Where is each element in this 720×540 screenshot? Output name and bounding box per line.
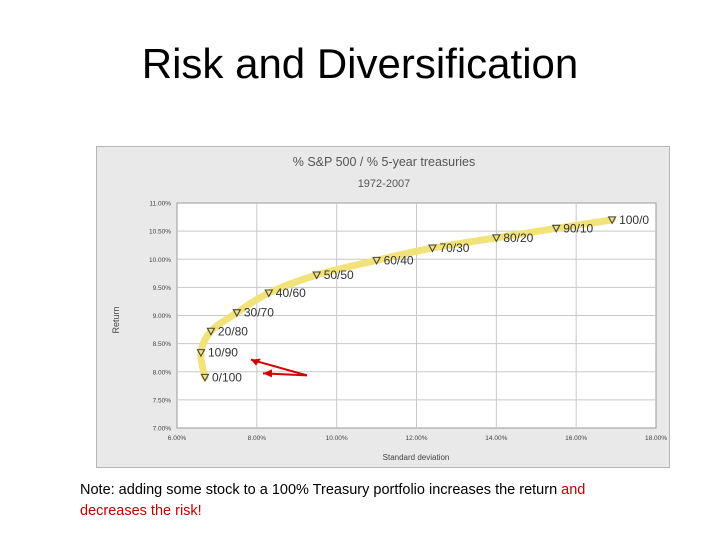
- y-tick-label: 7.00%: [153, 426, 172, 433]
- data-point-marker: [232, 309, 242, 318]
- footnote-red-and: and: [561, 482, 586, 498]
- y-tick-label: 8.00%: [153, 369, 172, 376]
- arrowhead-10-90: [250, 358, 261, 366]
- chart-title: % S&P 500 / % 5-year treasuries: [293, 155, 476, 169]
- chart-panel: % S&P 500 / % 5-year treasuries 1972-200…: [96, 146, 670, 468]
- data-point-marker: [206, 327, 216, 336]
- data-point-marker: [196, 349, 206, 358]
- y-tick-label: 9.50%: [153, 285, 172, 292]
- chart-subtitle: 1972-2007: [358, 178, 411, 190]
- data-point-marker: [428, 244, 437, 253]
- data-point-label: 70/30: [439, 241, 469, 255]
- x-tick-label: 16.00%: [565, 435, 587, 442]
- x-tick-label: 6.00%: [168, 435, 187, 442]
- x-tick-label: 12.00%: [405, 435, 427, 442]
- x-tick-label: 10.00%: [326, 435, 348, 442]
- y-tick-label: 10.00%: [149, 257, 171, 264]
- data-point-marker: [312, 271, 322, 280]
- data-point-marker: [372, 256, 382, 266]
- data-point-label: 100/0: [619, 213, 649, 227]
- footnote-text: Note: adding some stock to a 100% Treasu…: [80, 482, 562, 498]
- data-point-marker: [264, 289, 274, 298]
- footnote-red-risk: decreases the risk!: [80, 503, 202, 519]
- data-point-marker: [607, 216, 617, 225]
- data-point-label: 60/40: [384, 253, 414, 267]
- slide-title: Risk and Diversification: [141, 40, 579, 87]
- efficient-frontier-curve: [197, 216, 616, 381]
- arrow-to-10-90: [250, 358, 308, 377]
- x-tick-label: 18.00%: [645, 435, 667, 442]
- data-point-label: 0/100: [212, 370, 242, 384]
- y-tick-label: 8.50%: [153, 341, 172, 348]
- y-tick-label: 11.00%: [149, 201, 171, 208]
- y-tick-label: 10.50%: [149, 229, 171, 236]
- data-point-marker: [200, 373, 210, 383]
- data-point-marker: [551, 224, 561, 233]
- data-point-label: 90/10: [563, 221, 593, 235]
- x-tick-label: 8.00%: [248, 435, 267, 442]
- y-axis-label: Return: [111, 306, 121, 333]
- data-point-label: 80/20: [503, 231, 533, 245]
- x-tick-label: 14.00%: [485, 435, 507, 442]
- data-point-label: 30/70: [244, 306, 274, 320]
- y-tick-label: 9.00%: [153, 313, 172, 320]
- data-point-label: 20/80: [218, 324, 248, 338]
- arrowhead-0-100: [262, 369, 272, 378]
- footnote: Note: adding some stock to a 100% Treasu…: [80, 480, 680, 522]
- data-point-label: 10/90: [208, 346, 238, 360]
- y-tick-label: 7.50%: [153, 397, 172, 404]
- data-point-label: 50/50: [324, 268, 354, 282]
- x-axis-label: Standard deviation: [383, 453, 450, 462]
- data-point-label: 40/60: [276, 286, 306, 300]
- data-point-marker: [491, 234, 501, 243]
- risk-return-chart: % S&P 500 / % 5-year treasuries 1972-200…: [111, 155, 667, 462]
